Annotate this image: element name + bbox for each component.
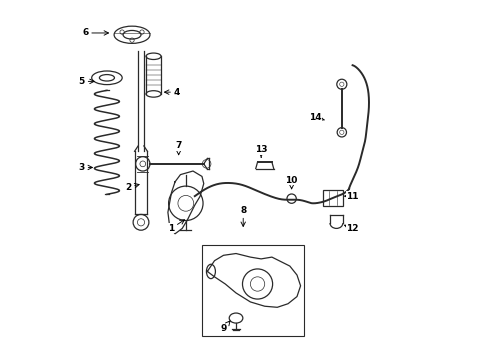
Text: 13: 13 xyxy=(255,145,268,157)
Text: 12: 12 xyxy=(344,224,359,233)
Text: 1: 1 xyxy=(169,220,184,233)
Text: 9: 9 xyxy=(220,321,230,333)
Text: 8: 8 xyxy=(240,206,246,226)
Text: 5: 5 xyxy=(79,77,94,86)
Text: 10: 10 xyxy=(286,176,298,189)
Text: 14: 14 xyxy=(309,113,324,122)
Text: 2: 2 xyxy=(125,183,139,192)
Text: 11: 11 xyxy=(344,192,359,201)
Bar xyxy=(202,244,304,336)
Text: 6: 6 xyxy=(82,28,108,37)
Text: 3: 3 xyxy=(79,163,93,172)
Text: 4: 4 xyxy=(165,87,180,96)
Text: 7: 7 xyxy=(175,141,182,155)
